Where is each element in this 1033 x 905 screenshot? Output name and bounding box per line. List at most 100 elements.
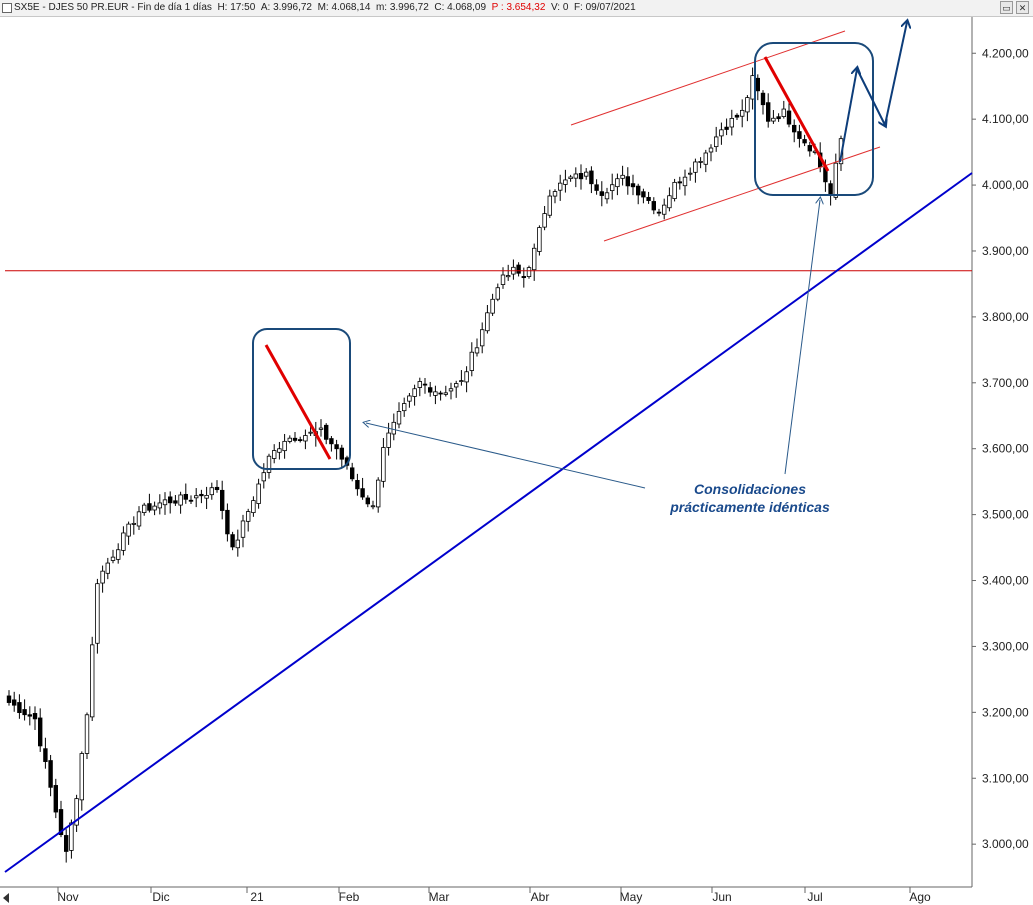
candle-body [209, 487, 214, 496]
candle [755, 74, 760, 101]
candle [329, 436, 334, 452]
candle-body [126, 523, 131, 537]
candle-body [173, 500, 178, 504]
candle-body [547, 195, 552, 216]
candle [38, 708, 43, 752]
candle-body [558, 182, 563, 191]
candle-body [308, 431, 313, 434]
candle-body [329, 438, 334, 445]
candle [688, 167, 693, 181]
candle-body [433, 391, 438, 396]
candle [214, 480, 220, 493]
candle [95, 578, 100, 654]
x-axis-labels: Nov Dic 21 Feb Mar Abr May Jun Jul Ago [57, 887, 931, 904]
candle [745, 95, 750, 122]
candle [323, 423, 329, 445]
f-label: F: [573, 2, 583, 13]
candle-body [526, 267, 532, 278]
candle-body [438, 392, 443, 395]
quote-info: SX5E - DJES 50 PR.EUR - Fin de día 1 día… [14, 2, 636, 13]
candle [547, 189, 552, 219]
candle-body [578, 173, 584, 180]
a-label: A: [260, 2, 271, 13]
candle-body [17, 702, 22, 713]
candle-body [131, 522, 136, 525]
m-value: 4.068,14 [331, 2, 371, 13]
candle-body [453, 383, 459, 388]
candle-body [193, 495, 199, 499]
candle-body [485, 312, 490, 332]
candle [209, 482, 214, 500]
candle [188, 495, 194, 505]
candle [183, 483, 188, 504]
candle [427, 381, 433, 397]
candle [552, 189, 558, 204]
candle-body [443, 392, 448, 395]
candle-body [235, 539, 240, 549]
candle-body [386, 432, 391, 448]
candle-body [245, 511, 251, 522]
candle-body [636, 185, 641, 196]
projection-arrow-up-1 [839, 69, 857, 163]
candle [48, 754, 53, 797]
x-tick-label: Dic [152, 890, 169, 904]
candle [703, 149, 708, 173]
y-tick-label: 3.000,00 [982, 837, 1029, 851]
candle-body [625, 176, 630, 187]
candle-body [391, 421, 396, 435]
candle [630, 174, 636, 196]
candle [126, 521, 131, 545]
candle [43, 737, 48, 769]
candle [511, 259, 516, 280]
scroll-left-button[interactable] [3, 893, 9, 903]
candle-body [630, 183, 636, 188]
candle [802, 134, 807, 147]
candle-body [615, 178, 620, 188]
candle-body [797, 131, 802, 139]
minimize-button[interactable]: ▭ [1000, 1, 1013, 14]
candle-body [688, 172, 693, 175]
candle [245, 508, 251, 532]
candle [22, 699, 27, 721]
candle [381, 438, 386, 488]
candle [495, 283, 500, 302]
candle-body [828, 183, 833, 195]
candle-body [505, 275, 511, 278]
candle-body [802, 139, 807, 144]
candle-body [167, 496, 173, 504]
candle-body [79, 753, 84, 801]
candle-body [323, 424, 329, 440]
candle-body [266, 455, 272, 473]
candle [90, 636, 95, 721]
f-value: 09/07/2021 [585, 2, 636, 13]
candle [147, 493, 152, 513]
chart-title-bar: SX5E - DJES 50 PR.EUR - Fin de día 1 día… [0, 0, 1033, 17]
candle-body [48, 760, 53, 788]
candle [594, 179, 599, 195]
candle [6, 690, 12, 706]
candle [11, 691, 17, 712]
candle [469, 342, 474, 377]
pointer-line-1 [366, 423, 646, 489]
candle-body [495, 287, 500, 300]
candle [79, 751, 84, 811]
candle-body [188, 499, 194, 502]
candle [365, 495, 370, 508]
close-button[interactable]: ✕ [1016, 1, 1029, 14]
candle-body [396, 411, 402, 425]
candle-body [667, 195, 672, 209]
window-menu-icon[interactable] [2, 3, 12, 13]
candle [708, 144, 714, 162]
candle-body [610, 184, 615, 192]
candle-body [708, 147, 714, 153]
candle [297, 436, 303, 443]
y-tick-label: 4.100,00 [982, 112, 1029, 126]
x-tick-label: May [620, 890, 643, 904]
candle-body [620, 174, 625, 179]
candle-body [719, 129, 724, 137]
candle [116, 543, 121, 564]
candle-body [662, 204, 667, 215]
candle [287, 435, 292, 444]
candle [833, 153, 838, 200]
x-tick-label: Mar [429, 890, 450, 904]
